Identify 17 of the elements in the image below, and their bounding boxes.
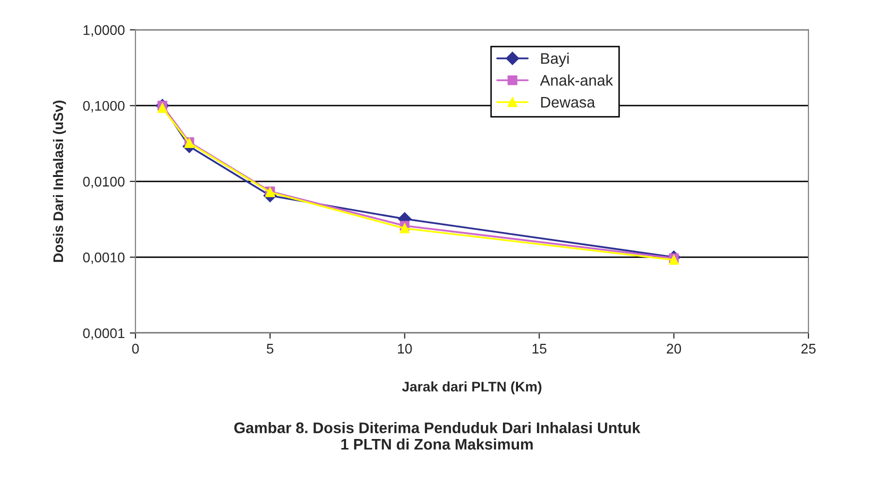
legend-label: Anak-anak	[540, 74, 614, 86]
x-tick-label: 0	[132, 344, 139, 354]
x-tick-label: 5	[266, 344, 274, 354]
y-tick-label: 0,0010	[83, 252, 125, 264]
x-tick-label: 25	[801, 344, 816, 354]
y-tick-label: 0,0001	[83, 328, 124, 340]
x-tick-label: 15	[532, 344, 546, 354]
x-tick-label: 10	[398, 344, 412, 354]
legend-label: Bayi	[541, 52, 569, 67]
legend-label: Dewasa	[541, 96, 596, 108]
y-tick-label: 0,0100	[83, 176, 125, 188]
y-tick-label: 1,0000	[84, 25, 125, 37]
y-tick-label: 0,1000	[83, 100, 125, 112]
y-axis-title: Dosis Dari Inhalasi (uSv)	[52, 100, 66, 262]
x-tick-label: 20	[666, 344, 682, 354]
text: Gambar 8. Dosis Diterima Penduduk Dari Inhalasi Untuk 1 PLTN di Zona Maksimum	[234, 422, 640, 450]
x-axis-title: Jarak dari PLTN (Km)	[402, 381, 542, 394]
